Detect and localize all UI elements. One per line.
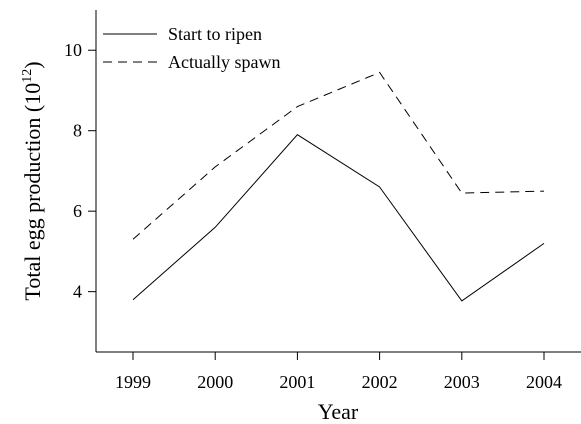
y-axis-title-exponent: 12	[20, 69, 35, 83]
y-axis-title-main: Total egg production (10	[20, 83, 45, 301]
legend: Start to ripen Actually spawn	[103, 24, 280, 72]
series-line-start-to-ripen	[132, 134, 545, 302]
plot-frame	[95, 10, 581, 353]
series-line-actually-spawn	[132, 71, 545, 240]
x-tick-label-2000: 2000	[197, 372, 233, 392]
x-axis-ticks: 1999 2000 2001 2002 2003 2004	[115, 352, 562, 392]
x-tick-label-2001: 2001	[279, 372, 315, 392]
x-tick-label-2003: 2003	[444, 372, 480, 392]
series-lines	[132, 71, 545, 302]
legend-label-actually-spawn: Actually spawn	[168, 52, 280, 72]
y-tick-label-10: 10	[64, 40, 82, 60]
y-tick-label-4: 4	[73, 282, 82, 302]
y-axis-ticks: 4 6 8 10	[64, 40, 96, 302]
y-axis-title: Total egg production (1012)	[20, 61, 45, 300]
y-axis-title-close: )	[20, 61, 45, 68]
x-axis-title: Year	[318, 399, 359, 424]
x-tick-label-1999: 1999	[115, 372, 151, 392]
y-tick-label-8: 8	[73, 121, 82, 141]
legend-label-start-to-ripen: Start to ripen	[168, 24, 262, 44]
x-tick-label-2004: 2004	[526, 372, 562, 392]
y-tick-label-6: 6	[73, 201, 82, 221]
x-tick-label-2002: 2002	[362, 372, 398, 392]
